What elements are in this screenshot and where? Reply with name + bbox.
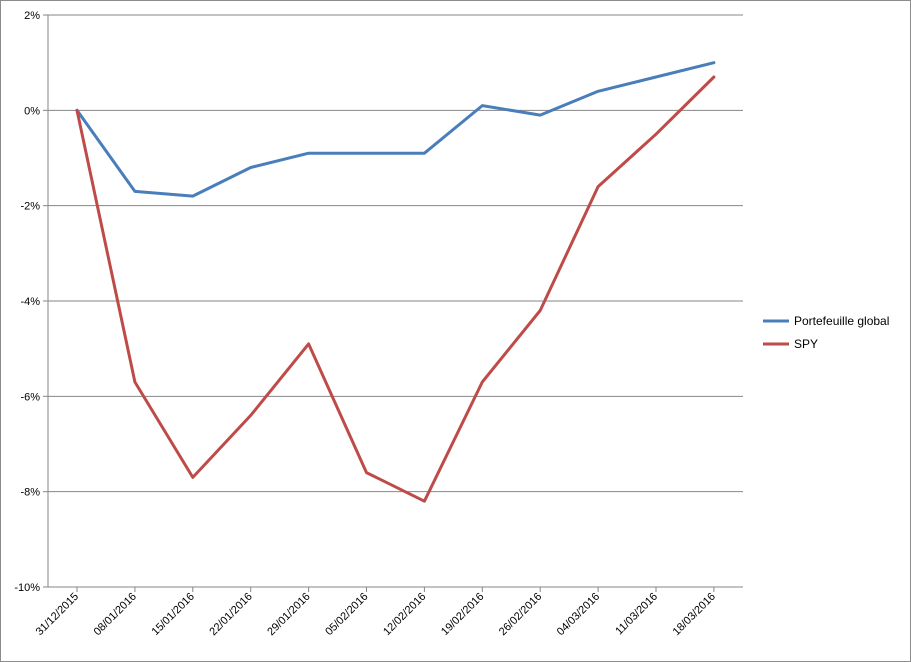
y-axis-tick-labels: 2% 0% -2% -4% -6% -8% -10% (14, 10, 40, 594)
x-tick-label: 29/01/2016 (265, 591, 312, 638)
y-tick-label: -8% (20, 487, 40, 499)
gridlines (48, 14, 743, 588)
y-tick-label: 2% (24, 10, 40, 22)
x-tick-label: 22/01/2016 (207, 591, 254, 638)
x-tick-label: 04/03/2016 (555, 591, 602, 638)
x-tick-label: 08/01/2016 (92, 591, 139, 638)
x-tick-label: 12/02/2016 (381, 591, 428, 638)
x-tick-label: 18/03/2016 (671, 591, 718, 638)
y-tick-label: -10% (14, 582, 40, 594)
y-tick-label: -6% (20, 391, 40, 403)
y-tick-label: 0% (24, 105, 40, 117)
series-line-1 (75, 61, 716, 198)
x-tick-label: 05/02/2016 (323, 591, 370, 638)
x-axis-tick-labels: 31/12/2015 08/01/2016 15/01/2016 22/01/2016… (34, 591, 718, 638)
y-tick-label: -2% (20, 201, 40, 213)
x-tick-label: 11/03/2016 (613, 591, 660, 638)
series-lines (75, 61, 716, 503)
legend-label: Portefeuille global (794, 314, 889, 328)
x-tick-label: 19/02/2016 (439, 591, 486, 638)
x-tick-label: 26/02/2016 (497, 591, 544, 638)
x-tick-label: 31/12/2015 (34, 591, 81, 638)
series-line-2 (75, 75, 716, 503)
legend-label: SPY (794, 337, 818, 351)
x-tick-label: 15/01/2016 (150, 591, 197, 638)
legend: Portefeuille global SPY (763, 314, 889, 351)
y-tick-label: -4% (20, 296, 40, 308)
axes (43, 14, 715, 592)
